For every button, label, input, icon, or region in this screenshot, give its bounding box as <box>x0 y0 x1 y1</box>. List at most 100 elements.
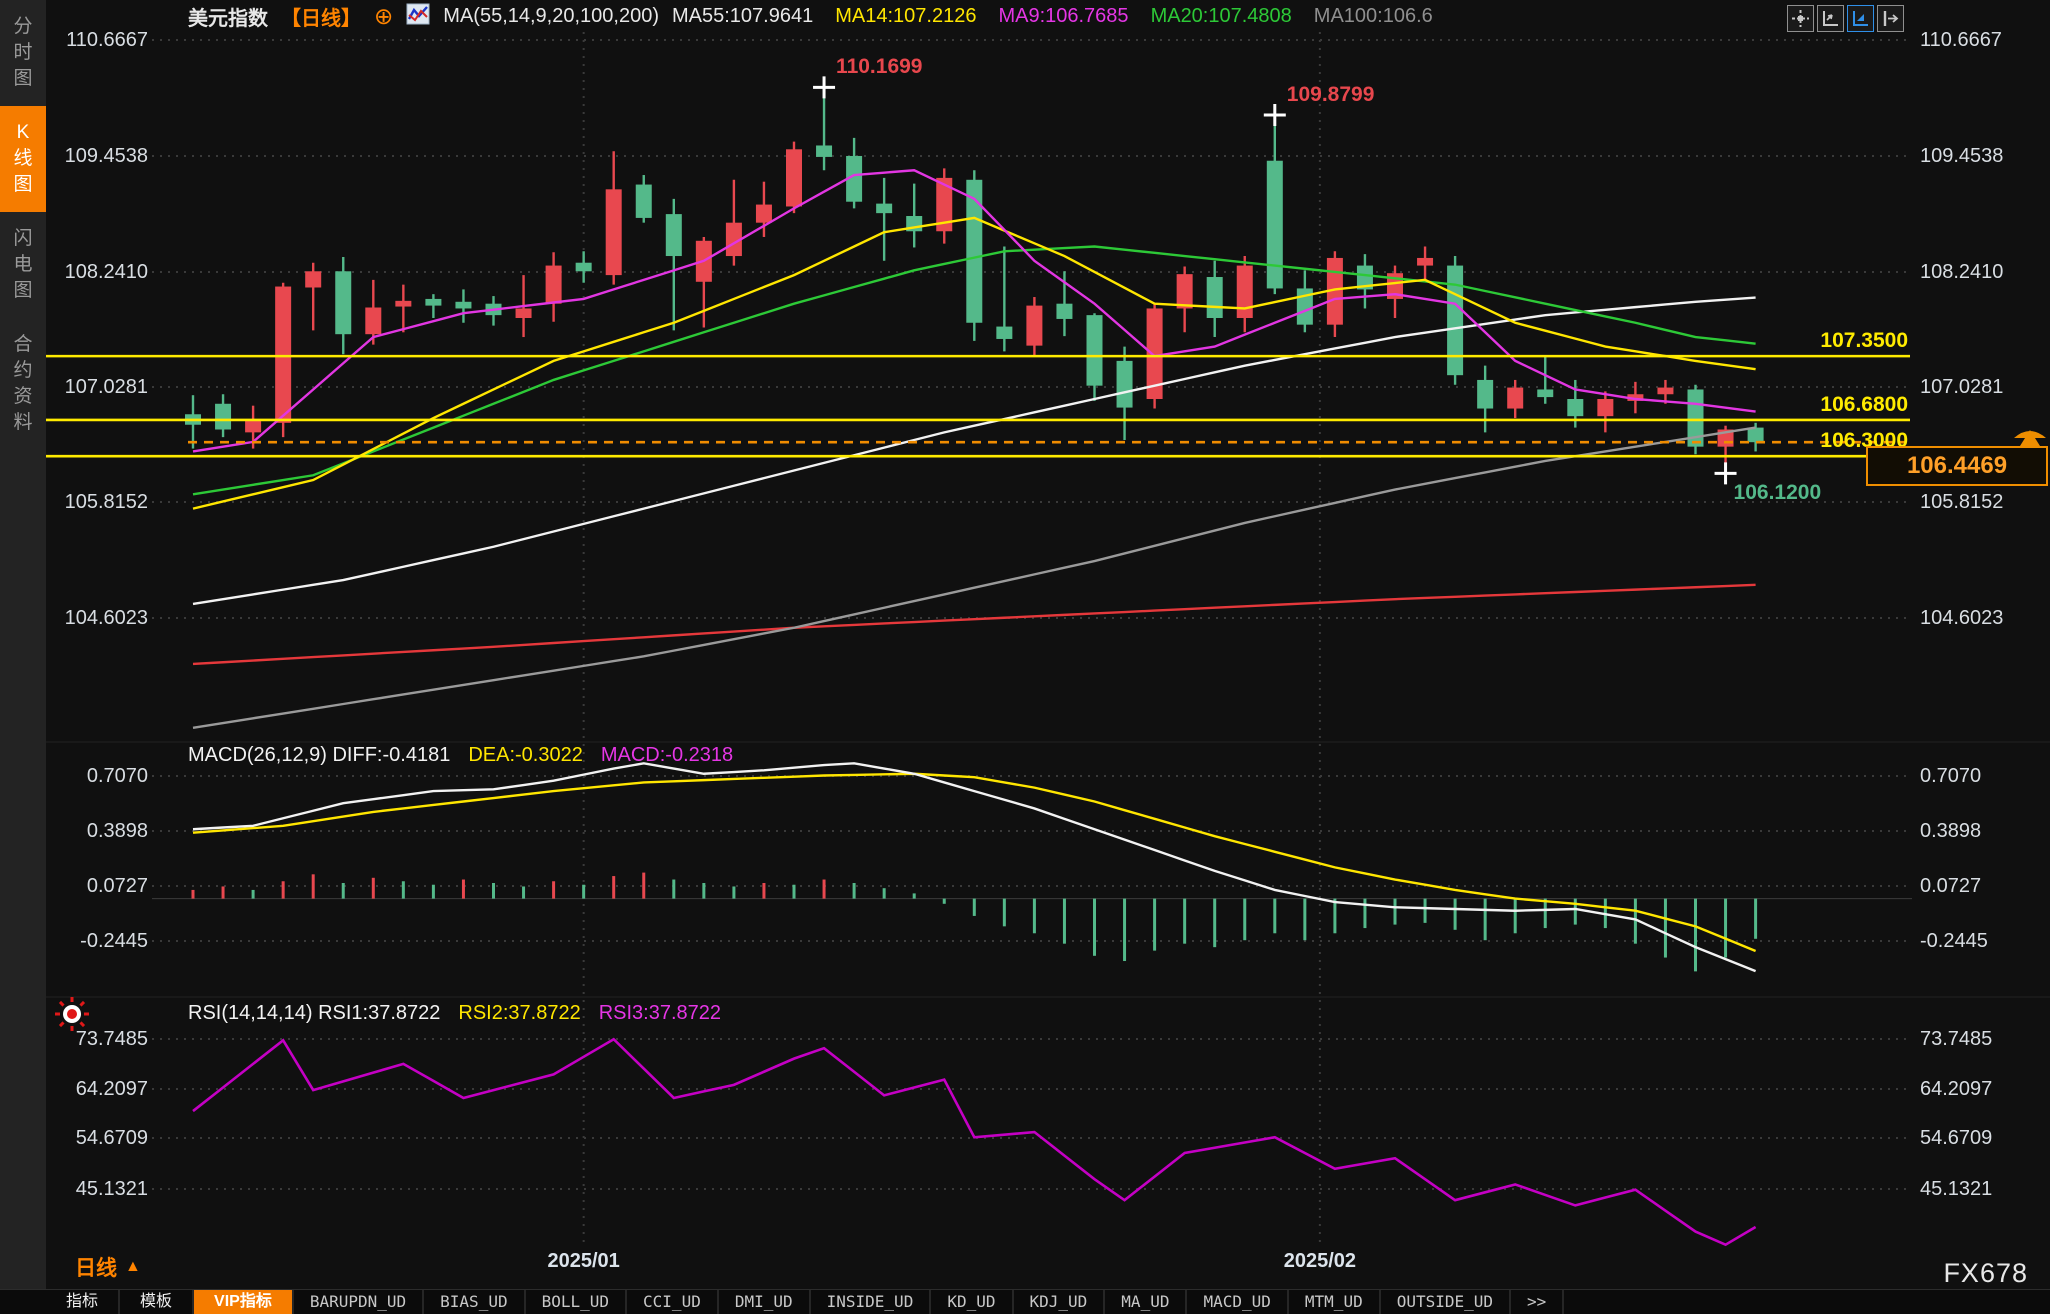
candle-body <box>1657 387 1674 395</box>
candle-body <box>1176 274 1193 309</box>
swing-cross-icon <box>1714 462 1737 485</box>
period-selector[interactable]: 日线 ▲ <box>75 1252 141 1282</box>
candle-body <box>1236 265 1253 318</box>
candle-body <box>305 271 322 288</box>
candle-body <box>1326 257 1343 325</box>
candle-body <box>1086 315 1103 386</box>
ma-values-legend: MA55:107.9641 MA14:107.2126 MA9:106.7685 MA… <box>672 5 1433 28</box>
candle-body <box>275 286 292 423</box>
candle-body <box>1116 360 1133 408</box>
period-text: 日线 <box>75 1257 117 1280</box>
move-cross-icon[interactable] <box>1787 5 1814 32</box>
axis-scale-icon[interactable] <box>1817 5 1844 32</box>
candle-body <box>575 262 592 272</box>
watermark-logo: FX678 <box>1943 1258 2028 1288</box>
sidebar-item-char: 闪 <box>13 228 33 249</box>
sidebar-item-char: 电 <box>13 254 33 275</box>
add-indicator-icon[interactable]: ⊕ <box>374 2 394 29</box>
candle-body <box>425 298 442 306</box>
tab-barupdn-ud[interactable]: BARUPDN_UD <box>294 1290 425 1314</box>
tab-kd-ud[interactable]: KD_UD <box>931 1290 1014 1314</box>
ma55-line <box>192 296 1756 606</box>
candle-body <box>455 301 472 309</box>
macd-diff-line <box>192 762 1757 973</box>
symbol-title: 美元指数 <box>188 7 268 30</box>
ma-params-label: MA(55,14,9,20,100,200) <box>443 4 659 27</box>
sidebar-item-1[interactable]: 分时图 <box>0 0 46 106</box>
candle-body <box>1266 160 1283 289</box>
price-marker-icon <box>2014 430 2046 446</box>
sidebar-item-char: 合 <box>13 334 33 355</box>
period-tag[interactable]: 【日线】 <box>281 7 361 30</box>
candle-body <box>1146 308 1163 400</box>
candle-body <box>395 300 412 307</box>
tab-ma-ud[interactable]: MA_UD <box>1105 1290 1188 1314</box>
sidebar-item-char: 线 <box>13 148 33 169</box>
candle-body <box>635 184 652 218</box>
candle-body <box>846 155 863 202</box>
candle-body <box>215 403 232 430</box>
candle-body <box>1507 387 1524 409</box>
tab-boll-ud[interactable]: BOLL_UD <box>526 1290 628 1314</box>
tab-macd-ud[interactable]: MACD_UD <box>1187 1290 1289 1314</box>
sidebar-item-char: 约 <box>13 360 33 381</box>
ma14-line <box>192 216 1756 510</box>
candle-body <box>665 214 682 257</box>
candle-body <box>365 307 382 335</box>
candle-body <box>966 179 983 323</box>
candle-body <box>786 149 802 207</box>
sidebar-item-3[interactable]: 闪电图 <box>0 212 46 318</box>
swing-cross-icon <box>1263 103 1286 126</box>
rsi-line <box>192 1037 1757 1247</box>
tab-模板[interactable]: 模板 <box>120 1290 195 1314</box>
candle-body <box>1206 277 1223 318</box>
top-right-toolbar <box>1787 5 1904 32</box>
alert-icon[interactable] <box>55 997 89 1031</box>
macd-dea-line <box>192 772 1757 953</box>
ma-legend-value-5: MA100:106.6 <box>1313 4 1433 27</box>
candle-body <box>1747 427 1764 443</box>
collapse-panel-icon[interactable] <box>1877 5 1904 32</box>
ma-legend-value-4: MA20:107.4808 <box>1150 4 1292 27</box>
sidebar-item-char: 资 <box>13 386 33 407</box>
swing-cross-icon <box>813 76 836 99</box>
chart-style-icon[interactable] <box>406 3 430 30</box>
tab-cci-ud[interactable]: CCI_UD <box>627 1290 719 1314</box>
candle-body <box>1417 257 1434 266</box>
tab-outside-ud[interactable]: OUTSIDE_UD <box>1381 1290 1512 1314</box>
ma100-line <box>192 426 1756 730</box>
tab-kdj-ud[interactable]: KDJ_UD <box>1014 1290 1106 1314</box>
tab-vip指标[interactable]: VIP指标 <box>194 1290 294 1314</box>
candle-body <box>816 145 833 157</box>
axis-zoom-icon[interactable] <box>1847 5 1874 32</box>
tab-dmi-ud[interactable]: DMI_UD <box>719 1290 811 1314</box>
candle-body <box>245 419 262 433</box>
candle-body <box>1356 265 1373 290</box>
sidebar-item-char: 图 <box>13 280 33 301</box>
tab--[interactable]: >> <box>1511 1290 1565 1314</box>
tab-指标[interactable]: 指标 <box>46 1290 121 1314</box>
sidebar-item-char: 图 <box>13 174 33 195</box>
candle-body <box>725 222 742 257</box>
tab-inside-ud[interactable]: INSIDE_UD <box>811 1290 932 1314</box>
candle-body <box>605 189 622 276</box>
tab-bias-ud[interactable]: BIAS_UD <box>424 1290 526 1314</box>
candle-body <box>1567 399 1584 417</box>
candle-body <box>996 326 1013 339</box>
tab-mtm-ud[interactable]: MTM_UD <box>1289 1290 1381 1314</box>
sidebar-item-4[interactable]: 合约资料 <box>0 318 46 450</box>
sidebar-item-char: K <box>16 122 30 143</box>
candle-body <box>335 271 352 335</box>
sidebar-item-char: 图 <box>13 68 33 89</box>
sidebar-item-char: 料 <box>13 412 33 433</box>
candle-body <box>1477 379 1494 409</box>
ma-legend-value-1: MA55:107.9641 <box>671 4 814 27</box>
ma-legend-value-3: MA9:106.7685 <box>998 4 1129 27</box>
candle-body <box>876 203 893 214</box>
chart-header: 美元指数 【日线】 ⊕ MA(55,14,9,20,100,200) MA55:… <box>188 2 1433 30</box>
up-triangle-icon: ▲ <box>125 1258 141 1275</box>
candle-body <box>936 177 953 232</box>
